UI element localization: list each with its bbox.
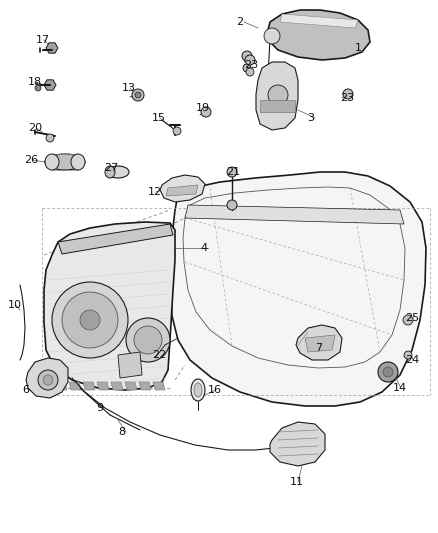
Polygon shape xyxy=(170,172,426,406)
Polygon shape xyxy=(55,382,67,390)
Polygon shape xyxy=(83,382,95,390)
Circle shape xyxy=(246,68,254,76)
Circle shape xyxy=(173,127,181,135)
Circle shape xyxy=(227,167,237,177)
Circle shape xyxy=(134,326,162,354)
Polygon shape xyxy=(256,62,298,130)
Circle shape xyxy=(201,107,211,117)
Circle shape xyxy=(62,292,118,348)
Polygon shape xyxy=(268,10,370,60)
Circle shape xyxy=(378,362,398,382)
Circle shape xyxy=(343,89,353,99)
Ellipse shape xyxy=(191,379,205,401)
Polygon shape xyxy=(296,325,342,360)
Text: 12: 12 xyxy=(148,187,162,197)
Polygon shape xyxy=(111,382,123,390)
Polygon shape xyxy=(260,100,295,112)
Text: 26: 26 xyxy=(24,155,38,165)
Polygon shape xyxy=(305,335,335,352)
Polygon shape xyxy=(139,382,151,390)
Polygon shape xyxy=(270,422,325,466)
Text: 23: 23 xyxy=(340,93,354,103)
Text: 27: 27 xyxy=(104,163,118,173)
Circle shape xyxy=(264,28,280,44)
Circle shape xyxy=(245,55,255,65)
Circle shape xyxy=(38,370,58,390)
Text: 20: 20 xyxy=(28,123,42,133)
Circle shape xyxy=(243,64,251,72)
Ellipse shape xyxy=(105,166,115,178)
Text: 24: 24 xyxy=(405,355,419,365)
Text: 2: 2 xyxy=(236,17,243,27)
Circle shape xyxy=(35,85,41,91)
Polygon shape xyxy=(44,222,175,390)
Text: 7: 7 xyxy=(315,343,322,353)
Text: 25: 25 xyxy=(405,313,419,323)
Polygon shape xyxy=(46,43,58,53)
Polygon shape xyxy=(166,185,198,196)
Text: 17: 17 xyxy=(36,35,50,45)
Text: 8: 8 xyxy=(118,427,125,437)
Circle shape xyxy=(52,282,128,358)
Text: 3: 3 xyxy=(307,113,314,123)
Polygon shape xyxy=(185,205,404,224)
Text: 16: 16 xyxy=(208,385,222,395)
Circle shape xyxy=(242,51,252,61)
Polygon shape xyxy=(153,382,165,390)
Polygon shape xyxy=(26,358,68,398)
Text: 4: 4 xyxy=(200,243,207,253)
Circle shape xyxy=(126,318,170,362)
Ellipse shape xyxy=(45,154,85,170)
Circle shape xyxy=(135,92,141,98)
Circle shape xyxy=(383,367,393,377)
Ellipse shape xyxy=(194,383,202,397)
Polygon shape xyxy=(97,382,109,390)
Text: 23: 23 xyxy=(244,60,258,70)
Circle shape xyxy=(268,85,288,105)
Polygon shape xyxy=(58,224,173,254)
Ellipse shape xyxy=(71,154,85,170)
Text: 15: 15 xyxy=(152,113,166,123)
Ellipse shape xyxy=(45,154,59,170)
Text: 19: 19 xyxy=(196,103,210,113)
Polygon shape xyxy=(280,14,358,28)
Text: 21: 21 xyxy=(226,167,240,177)
Circle shape xyxy=(227,200,237,210)
Circle shape xyxy=(46,134,54,142)
Circle shape xyxy=(403,315,413,325)
Ellipse shape xyxy=(107,166,129,178)
Circle shape xyxy=(132,89,144,101)
Polygon shape xyxy=(160,175,205,202)
Circle shape xyxy=(80,310,100,330)
Circle shape xyxy=(43,375,53,385)
Text: 11: 11 xyxy=(290,477,304,487)
Text: 13: 13 xyxy=(122,83,136,93)
Text: 14: 14 xyxy=(393,383,407,393)
Polygon shape xyxy=(44,80,56,90)
Text: 6: 6 xyxy=(22,385,29,395)
Text: 1: 1 xyxy=(355,43,362,53)
Circle shape xyxy=(404,351,412,359)
Text: 10: 10 xyxy=(8,300,22,310)
Polygon shape xyxy=(125,382,137,390)
Polygon shape xyxy=(69,382,81,390)
Polygon shape xyxy=(118,352,142,378)
Text: 22: 22 xyxy=(152,350,166,360)
Text: 9: 9 xyxy=(96,403,103,413)
Text: 18: 18 xyxy=(28,77,42,87)
